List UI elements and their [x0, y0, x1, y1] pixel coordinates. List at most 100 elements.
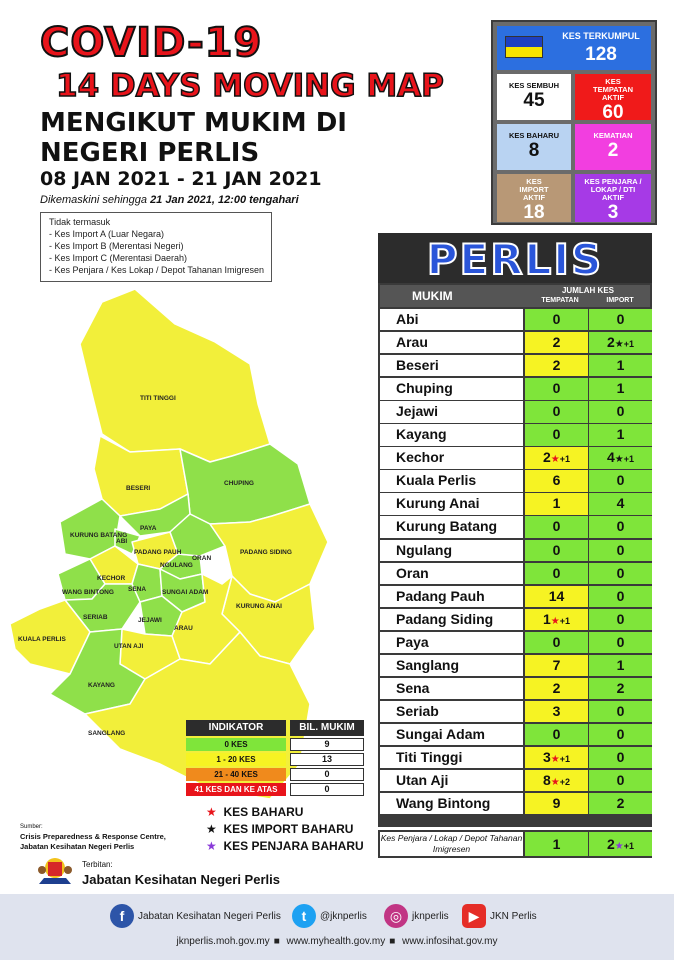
- url-myhealth[interactable]: www.myhealth.gov.my: [286, 936, 386, 947]
- banner-title: PERLIS: [426, 234, 604, 285]
- map-label: TITI TINGGI: [140, 395, 176, 402]
- table-row: Oran 0 0: [380, 562, 652, 584]
- col-tempatan: TEMPATAN: [541, 297, 579, 304]
- title-mengikut: MENGIKUT MUKIM DI: [40, 108, 347, 138]
- cell-import: 0: [589, 585, 652, 607]
- mukim-name: Kuala Perlis: [380, 470, 523, 492]
- mukim-name: Kayang: [380, 424, 523, 446]
- map-label: KAYANG: [88, 682, 115, 689]
- cell-import: 0: [589, 539, 652, 561]
- map-label: SUNGAI ADAM: [162, 589, 208, 596]
- mukim-name: Sena: [380, 677, 523, 700]
- table-row: Seriab 3 0: [380, 700, 652, 723]
- mukim-name: Titi Tinggi: [380, 746, 523, 769]
- url-jkn[interactable]: jknperlis.moh.gov.my: [176, 936, 270, 947]
- publisher-name: Jabatan Kesihatan Negeri Perlis: [82, 872, 280, 887]
- indicator-row: 41 KES DAN KE ATAS 0: [186, 783, 364, 797]
- exclusion-line: - Kes Import A (Luar Negara): [49, 229, 165, 239]
- map-label: SANGLANG: [88, 730, 125, 737]
- cell-import: 2: [589, 677, 652, 700]
- instagram-link[interactable]: ◎ jknperlis: [384, 902, 449, 932]
- stat-kes-sembuh: KES SEMBUH 45: [497, 74, 571, 120]
- map-label: KECHOR: [97, 575, 125, 582]
- stat-label: KES PENJARA / LOKAP / DTI AKTIF: [584, 177, 642, 202]
- date-range: 08 JAN 2021 - 21 JAN 2021: [40, 168, 322, 190]
- star-black-icon: ★: [206, 822, 217, 836]
- map-label: ORAN: [192, 555, 211, 562]
- stat-value: 8: [528, 140, 540, 161]
- url-infosihat[interactable]: www.infosihat.gov.my: [402, 936, 498, 947]
- title-14-days: 14 DAYS MOVING MAP: [55, 67, 444, 105]
- map-label: KURUNG BATANG: [70, 532, 127, 539]
- flag-icon: [505, 36, 543, 58]
- table-row: Abi 0 0: [380, 309, 652, 331]
- stat-label: KES TEMPATAN AKTIF: [593, 77, 633, 102]
- cell-tempatan: 0: [525, 401, 588, 423]
- cell-import: 0: [589, 608, 652, 631]
- facebook-link[interactable]: f Jabatan Kesihatan Negeri Perlis: [110, 902, 281, 932]
- stat-value: 3: [607, 202, 619, 223]
- col-jumlah: JUMLAH KES: [561, 286, 614, 295]
- stat-value: 60: [602, 102, 624, 123]
- stat-kes-terkumpul: KES TERKUMPUL 128: [497, 26, 651, 70]
- col-mukim: MUKIM: [412, 289, 453, 303]
- stat-label: KEMATIAN: [593, 131, 633, 140]
- indicator-count: 13: [290, 753, 364, 766]
- mukim-table: PERLIS MUKIM JUMLAH KES TEMPATAN IMPORT …: [378, 233, 652, 827]
- cell-tempatan: 1: [525, 493, 588, 515]
- indicator-row: 21 - 40 KES 0: [186, 768, 364, 782]
- cell-tempatan: 3: [525, 700, 588, 723]
- publisher-label: Terbitan:: [82, 860, 113, 869]
- star-purple-icon: ★: [614, 841, 624, 852]
- table-row: Kuala Perlis 6 0: [380, 470, 652, 492]
- map-label: BESERI: [126, 485, 150, 492]
- exclusion-line: - Kes Penjara / Kes Lokap / Depot Tahana…: [49, 265, 264, 275]
- cell-import: 1: [589, 424, 652, 446]
- twitter-link[interactable]: t @jknperlis: [292, 902, 367, 932]
- cell-import: 0: [589, 631, 652, 654]
- publisher-block: Terbitan: Jabatan Kesihatan Negeri Perli…: [36, 852, 336, 892]
- stat-value: 2: [607, 140, 619, 161]
- indicator-count: 0: [290, 768, 364, 781]
- star-black-icon: ★: [614, 339, 624, 351]
- cell-tempatan: 0: [525, 539, 588, 561]
- exclusion-line: - Kes Import C (Merentasi Daerah): [49, 253, 188, 263]
- stat-kes-penjara: KES PENJARA / LOKAP / DTI AKTIF 3: [575, 174, 651, 223]
- indicator-count: 0: [290, 783, 364, 796]
- table-row: Paya 0 0: [380, 631, 652, 654]
- cell-tempatan: 2: [525, 332, 588, 354]
- cell-tempatan: 1★+1: [525, 608, 588, 631]
- penjara-row: Kes Penjara / Lokap / Depot Tahanan Imig…: [378, 830, 652, 858]
- cell-import: 2: [589, 793, 652, 815]
- stat-label: KES SEMBUH: [508, 81, 559, 90]
- mukim-name: Sungai Adam: [380, 723, 523, 746]
- cell-tempatan: 0: [525, 723, 588, 746]
- cell-import: 2★+1: [589, 332, 652, 354]
- mukim-name: Oran: [380, 562, 523, 584]
- exclusion-line: Tidak termasuk: [49, 217, 111, 227]
- star-red-icon: ★: [550, 777, 560, 788]
- indicator-row: 0 KES 9: [186, 738, 364, 752]
- cell-tempatan: 0: [525, 516, 588, 538]
- map-label: KUALA PERLIS: [18, 636, 66, 643]
- mukim-name: Abi: [380, 309, 523, 331]
- map-label: PADANG SIDING: [240, 549, 292, 556]
- mukim-name: Utan Aji: [380, 770, 523, 792]
- map-label: JEJAWI: [138, 617, 162, 624]
- stat-label: KES TERKUMPUL: [562, 31, 640, 41]
- table-row: Sungai Adam 0 0: [380, 723, 652, 746]
- cell-import: 0: [589, 700, 652, 723]
- stat-kes-tempatan: KES TEMPATAN AKTIF 60: [575, 74, 651, 123]
- map-label: UTAN AJI: [114, 643, 143, 650]
- legend-penjara-baharu: ★ KES PENJARA BAHARU: [206, 839, 364, 853]
- stat-label: KES BAHARU: [508, 131, 559, 140]
- exclusion-line: - Kes Import B (Merentasi Negeri): [49, 241, 184, 251]
- mukim-name: Jejawi: [380, 401, 523, 423]
- map-label: NGULANG: [160, 562, 193, 569]
- penjara-tempatan: 1: [525, 832, 588, 856]
- updated-note: Dikemaskini sehingga 21 Jan 2021, 12:00 …: [40, 194, 299, 206]
- cell-import: 1: [589, 378, 652, 400]
- facebook-icon: f: [110, 904, 134, 929]
- cell-import: 0: [589, 723, 652, 746]
- youtube-link[interactable]: ▶ JKN Perlis: [462, 902, 537, 932]
